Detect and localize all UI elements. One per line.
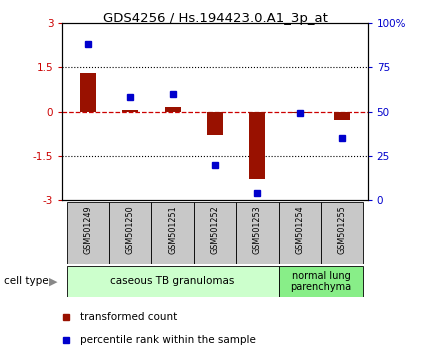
FancyBboxPatch shape (67, 202, 109, 264)
Text: GSM501254: GSM501254 (295, 205, 304, 253)
Text: GSM501252: GSM501252 (211, 205, 219, 253)
Text: ▶: ▶ (49, 276, 57, 286)
Text: percentile rank within the sample: percentile rank within the sample (80, 335, 256, 346)
FancyBboxPatch shape (236, 202, 279, 264)
Text: GSM501249: GSM501249 (83, 205, 92, 253)
Text: GSM501253: GSM501253 (253, 205, 262, 253)
Bar (80, 73, 96, 112)
Text: caseous TB granulomas: caseous TB granulomas (111, 276, 235, 286)
FancyBboxPatch shape (67, 266, 279, 297)
Bar (165, 107, 181, 112)
FancyBboxPatch shape (321, 202, 363, 264)
Text: transformed count: transformed count (80, 312, 177, 322)
Text: normal lung
parenchyma: normal lung parenchyma (290, 270, 352, 292)
Text: cell type: cell type (4, 276, 49, 286)
Bar (207, 112, 223, 135)
Bar (292, 112, 308, 113)
Text: GSM501250: GSM501250 (126, 205, 135, 253)
Bar (249, 112, 265, 179)
Bar (334, 112, 350, 120)
FancyBboxPatch shape (109, 202, 151, 264)
Text: GSM501251: GSM501251 (168, 205, 177, 253)
Text: GDS4256 / Hs.194423.0.A1_3p_at: GDS4256 / Hs.194423.0.A1_3p_at (103, 12, 327, 25)
FancyBboxPatch shape (279, 266, 363, 297)
FancyBboxPatch shape (151, 202, 194, 264)
FancyBboxPatch shape (279, 202, 321, 264)
FancyBboxPatch shape (194, 202, 236, 264)
Text: GSM501255: GSM501255 (338, 205, 347, 253)
Bar (122, 110, 138, 112)
